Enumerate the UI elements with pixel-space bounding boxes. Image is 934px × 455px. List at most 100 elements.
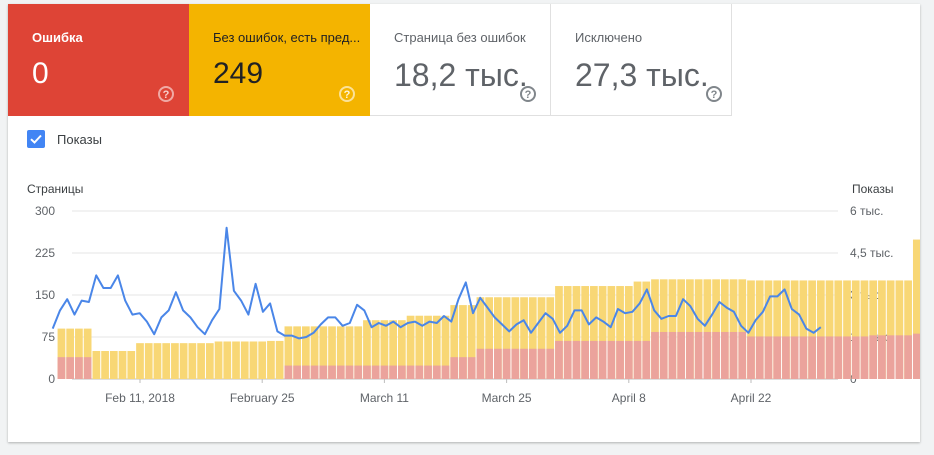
tile-warning[interactable]: Без ошибок, есть пред... 249 ? [189,4,370,116]
warning-bar [319,326,328,379]
tile-valid-label: Страница без ошибок [394,30,526,45]
warning-bar [75,328,83,379]
warning-bar [773,280,782,379]
error-bar [851,336,860,379]
error-bar [860,336,869,379]
tile-valid-value: 18,2 тыс. [394,57,528,93]
warning-bar [825,280,834,379]
error-bar [598,340,607,379]
warning-bar [310,326,319,379]
warning-bar [66,328,75,379]
warning-bar [563,286,572,379]
warning-bar [511,297,520,379]
warning-bar [668,279,677,379]
error-bar [703,331,712,379]
impressions-toggle[interactable]: Показы [27,130,102,148]
error-bar [345,365,354,379]
error-bar [75,357,83,379]
warning-bar [843,280,851,379]
tile-valid[interactable]: Страница без ошибок 18,2 тыс. ? [370,4,551,116]
help-circle-icon[interactable]: ? [158,86,174,102]
error-bar [668,331,677,379]
warning-bar [528,297,537,379]
error-bar [467,357,476,379]
warning-bar [171,343,179,379]
error-bar [808,336,816,379]
error-bar [738,331,747,379]
warning-bar [782,280,790,379]
error-bar [799,336,808,379]
warning-bar [755,280,764,379]
warning-bar [459,305,467,379]
error-bar [424,365,432,379]
error-bar [432,365,441,379]
warning-bar [878,280,886,379]
left-axis-ticks: 300 225 150 75 0 [35,204,55,386]
x-tick-label: March 25 [482,391,532,405]
warning-bar [92,351,101,379]
error-bar [319,365,328,379]
error-bar [729,331,738,379]
left-tick-label: 150 [35,288,55,302]
warning-bar [389,320,397,379]
warning-bar [677,279,686,379]
warning-bar [179,343,188,379]
error-bar [904,335,912,379]
error-bar [869,335,878,379]
warning-bar [476,297,485,379]
warning-bar [624,286,633,379]
warning-bar [738,279,747,379]
warning-bar [267,340,275,379]
warning-bar [886,280,895,379]
tile-excluded[interactable]: Исключено 27,3 тыс. ? [551,4,732,116]
warning-bar [301,326,310,379]
error-bar [328,365,336,379]
warning-bar [162,343,171,379]
warning-bar [651,279,659,379]
error-bar [755,336,764,379]
warning-bar [694,279,703,379]
warning-bar [616,286,624,379]
error-bar [659,331,668,379]
warning-bar [502,297,511,379]
error-bar [677,331,686,379]
warning-bar [214,341,223,379]
error-bar [590,340,598,379]
warning-bar [205,343,214,379]
error-bar [912,333,920,379]
warning-bar [642,281,651,379]
chart-line [51,226,822,340]
left-tick-label: 0 [48,372,55,386]
help-circle-icon[interactable]: ? [339,86,355,102]
checkbox-checked-icon[interactable] [27,130,45,148]
error-bar [546,348,555,379]
error-bar [66,357,75,379]
error-bar [520,348,528,379]
warning-bar [328,326,336,379]
warning-bar [720,279,729,379]
error-bar [310,365,319,379]
warning-bar [432,315,441,379]
left-tick-label: 75 [42,330,56,344]
error-bar [415,365,424,379]
error-bar [441,365,450,379]
index-coverage-card: Ошибка 0 ? Без ошибок, есть пред... 249 … [8,4,920,442]
error-bar [336,365,345,379]
tile-error[interactable]: Ошибка 0 ? [8,4,189,116]
error-bar [494,348,502,379]
warning-bar [729,279,738,379]
error-bar [476,348,485,379]
warning-bar [572,286,581,379]
help-circle-icon[interactable]: ? [520,86,536,102]
error-bar [459,357,467,379]
error-bar [528,348,537,379]
warning-bar [109,351,118,379]
warning-bar [284,326,293,379]
help-circle-icon[interactable]: ? [706,86,722,102]
warning-bar [607,286,616,379]
error-bar [284,365,293,379]
error-bar [886,335,895,379]
warning-bar [293,326,301,379]
left-tick-label: 300 [35,204,55,218]
